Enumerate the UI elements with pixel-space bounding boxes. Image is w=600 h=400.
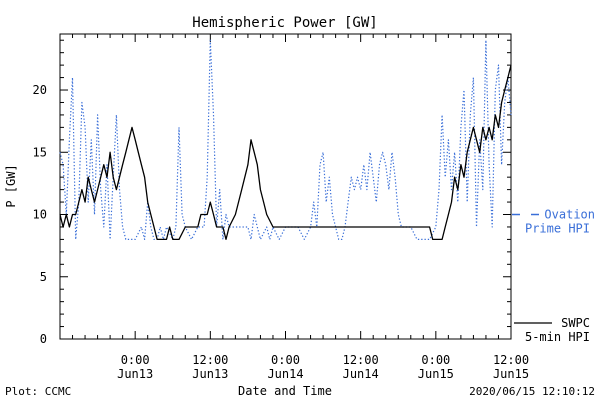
x-tick-label-time: 0:00 <box>271 353 300 367</box>
y-axis: 0 5 10 15 20 <box>33 39 511 346</box>
x-tick-label-date: Jun14 <box>267 367 303 381</box>
chart-title: Hemispheric Power [GW] <box>192 15 377 31</box>
x-axis: 0:00Jun1312:00Jun130:00Jun1412:00Jun140:… <box>59 34 529 381</box>
plot-timestamp: 2020/06/15 12:10:12 <box>469 385 595 398</box>
y-tick-label: 0 <box>40 332 47 346</box>
y-tick-label: 5 <box>40 270 47 284</box>
x-axis-label: Date and Time <box>238 384 332 398</box>
plot-credit: Plot: CCMC <box>5 385 71 398</box>
x-tick-label-time: 12:00 <box>192 353 228 367</box>
plot-frame <box>59 33 512 340</box>
legend-swpc-label-2: 5-min HPI <box>525 330 590 344</box>
x-tick-label-date: Jun13 <box>192 367 228 381</box>
series-layer <box>59 39 512 241</box>
x-tick-label-time: 12:00 <box>493 353 529 367</box>
y-axis-label: P [GW] <box>4 164 18 207</box>
y-tick-label: 20 <box>33 83 47 97</box>
x-tick-label-time: 0:00 <box>121 353 150 367</box>
x-tick-label-date: Jun13 <box>117 367 153 381</box>
x-tick-label-date: Jun15 <box>493 367 529 381</box>
x-tick-label-date: Jun15 <box>418 367 454 381</box>
legend-ovation-label-2: Prime HPI <box>525 222 590 236</box>
x-tick-label-date: Jun14 <box>343 367 379 381</box>
legend-ovation-label-1: Ovation <box>544 208 595 222</box>
series-line-ovation-prime-hpi <box>59 39 512 240</box>
series-line-swpc-5-min-hpi <box>59 64 512 241</box>
y-tick-label: 15 <box>33 145 47 159</box>
y-tick-label: 10 <box>33 208 47 222</box>
legend-swpc-label-1: SWPC <box>561 316 590 330</box>
x-tick-label-time: 12:00 <box>343 353 379 367</box>
x-tick-label-time: 0:00 <box>421 353 450 367</box>
